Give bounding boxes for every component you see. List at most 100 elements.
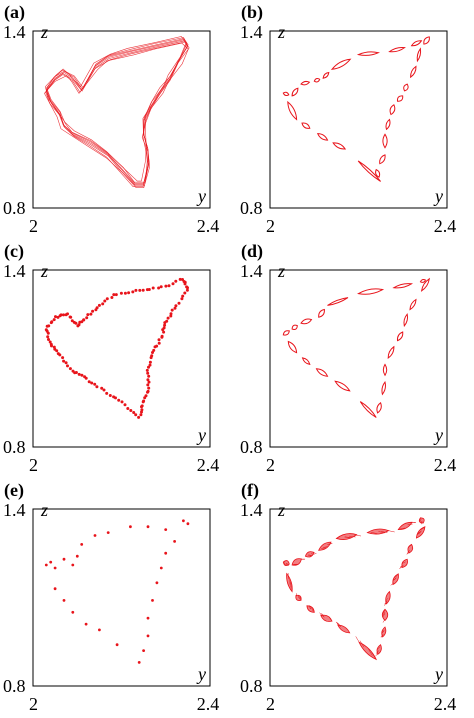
- island-hatch: [420, 527, 425, 531]
- data-point: [146, 383, 150, 387]
- torus-island: [332, 142, 347, 150]
- island-hatch: [419, 518, 421, 521]
- torus-island: [381, 380, 386, 396]
- data-point: [83, 375, 87, 379]
- data-point: [132, 411, 136, 414]
- data-point: [160, 335, 164, 339]
- torus-island: [415, 526, 426, 539]
- trajectory-strand: [46, 37, 188, 183]
- attractor-plot: (b)1.4 0.8 z y 2 2.4: [240, 2, 456, 236]
- data-point: [45, 329, 49, 333]
- island-hatch: [329, 617, 333, 622]
- y-axis-label: y: [433, 664, 443, 684]
- torus-island: [420, 277, 430, 292]
- y-tick-label: 0.8: [3, 198, 26, 218]
- data-point: [129, 409, 133, 412]
- data-point: [177, 301, 181, 305]
- data-point: [129, 525, 132, 529]
- torus-island: [359, 401, 377, 418]
- panel-a: (a) 1.4 0.8 z y 2 2.4: [0, 0, 237, 239]
- attractor-plot: (a)1.4 0.8 z y 2 2.4: [3, 2, 220, 236]
- torus-island: [396, 95, 404, 102]
- data-point: [114, 293, 118, 297]
- data-point: [146, 616, 150, 620]
- plot-frame: [269, 508, 448, 687]
- island-hatch: [399, 565, 404, 568]
- torus-island: [416, 47, 422, 63]
- data-point: [89, 312, 93, 316]
- y-tick-label: 0.8: [240, 676, 263, 696]
- data-point: [69, 315, 73, 319]
- torus-island: [286, 572, 293, 593]
- data-point: [62, 313, 65, 317]
- data-point: [56, 352, 60, 356]
- data-point: [131, 290, 135, 294]
- island-hatch: [419, 519, 422, 522]
- data-point: [98, 628, 101, 632]
- data-point: [174, 279, 178, 283]
- data-point: [142, 649, 146, 652]
- x-tick-label: 2.4: [197, 216, 220, 236]
- island-hatch: [388, 530, 395, 533]
- data-point: [147, 365, 150, 369]
- data-point: [169, 312, 173, 316]
- torus-island: [356, 51, 381, 56]
- island-hatch: [384, 600, 388, 605]
- island-hatch: [319, 612, 323, 617]
- data-point: [169, 314, 173, 318]
- y-axis-label: y: [196, 186, 206, 206]
- data-point: [138, 288, 142, 292]
- torus-island: [401, 558, 408, 568]
- data-point: [159, 285, 163, 289]
- y-axis-label: y: [433, 186, 443, 206]
- data-point: [151, 599, 154, 602]
- plot-frame: [269, 30, 448, 209]
- island-hatch: [312, 608, 315, 613]
- attractor-plot: (f)1.4 0.8 z y 2 2.4: [240, 480, 456, 714]
- data-point: [49, 560, 53, 564]
- data-point: [146, 371, 150, 375]
- data-point: [147, 386, 151, 390]
- torus-island: [423, 36, 430, 45]
- island-hatch: [284, 562, 286, 566]
- torus-island: [387, 345, 395, 359]
- torus-island: [392, 573, 399, 586]
- data-point: [56, 315, 60, 319]
- data-point: [84, 622, 88, 626]
- data-point: [119, 291, 123, 295]
- torus-island: [287, 340, 298, 354]
- panel-label: (b): [241, 2, 263, 23]
- torus-island: [392, 283, 413, 289]
- torus-island: [301, 122, 311, 129]
- data-point: [91, 309, 95, 313]
- data-point: [44, 563, 48, 567]
- torus-island: [358, 641, 378, 661]
- data-point: [75, 554, 79, 558]
- panel-label: (d): [241, 241, 263, 262]
- torus-island: [300, 318, 313, 325]
- y-axis-label: y: [196, 664, 206, 684]
- island-hatch: [375, 653, 379, 657]
- data-point: [61, 356, 65, 360]
- data-point: [186, 522, 190, 526]
- data-point: [70, 319, 74, 323]
- island-hatch: [380, 634, 384, 637]
- island-hatch: [322, 546, 328, 548]
- data-point: [105, 391, 109, 395]
- island-hatch: [417, 530, 422, 534]
- torus-island: [396, 331, 404, 342]
- data-point: [140, 408, 144, 412]
- torus-island: [318, 308, 325, 318]
- island-hatch: [390, 582, 395, 586]
- torus-island: [410, 65, 417, 79]
- torus-island: [287, 100, 298, 121]
- data-point: [163, 321, 167, 325]
- z-axis-label: z: [40, 261, 48, 281]
- torus-island: [304, 551, 315, 558]
- data-point: [123, 291, 127, 295]
- data-point: [120, 400, 124, 404]
- attractor-plot: (c)1.4 0.8 z y 2 2.4: [3, 241, 219, 475]
- torus-island: [397, 521, 413, 531]
- island-hatch: [327, 543, 333, 545]
- y-axis-label: y: [196, 425, 206, 445]
